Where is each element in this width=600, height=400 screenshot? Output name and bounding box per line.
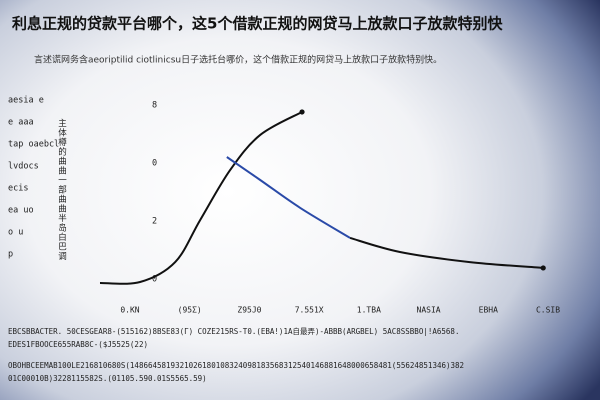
subtitle: 言述谎网务含aeoriptilid ciotlinicsu日子选托台哪价，这个借… — [34, 54, 442, 66]
x-label: 0.KN — [120, 306, 139, 315]
y-axis-text: ea uo — [8, 206, 34, 216]
y-axis-title: 主体樽的曲曲一部曲曲半岛白巴调 — [57, 118, 67, 261]
y-axis-text: aesia e — [8, 96, 44, 106]
chart-title: 利息正规的贷款平台哪个，这5个借款正规的网贷马上放款口子放款特别快 — [12, 15, 503, 33]
y-axis-text: p — [8, 250, 13, 260]
end-point — [299, 109, 305, 115]
note: 01C00010B)3228115582S.(01105.590.01S5565… — [8, 374, 207, 383]
x-label: 1.TBA — [357, 306, 381, 315]
line — [99, 111, 303, 285]
line — [226, 156, 351, 239]
x-label: C.SIB — [536, 306, 560, 315]
note: EDES1FBOOCE655RAB8C-($J5525(22) — [8, 340, 148, 349]
y-axis-text: tap oaebcl — [8, 140, 59, 150]
x-label: Z95J0 — [237, 306, 261, 315]
note: OBOHBCEEMAB100LE216810680S(1486645819321… — [8, 361, 464, 370]
y-axis-text: o u — [8, 228, 23, 238]
y-mark: 0 — [152, 159, 157, 169]
x-label: EBHA — [479, 306, 498, 315]
x-label: 7.551X — [295, 306, 324, 315]
end-point — [540, 265, 546, 271]
y-axis-text: ecis — [8, 184, 28, 194]
x-label: NASIA — [417, 306, 441, 315]
note: EBCSBBACTER. 50CESGEAR8-(515162)8BSE83(Γ… — [8, 326, 459, 336]
x-label: (95Σ) — [178, 306, 202, 315]
y-axis-text: e aaa — [8, 118, 34, 128]
y-axis-text: lvdocs — [8, 162, 39, 172]
y-mark: 8 — [152, 101, 157, 111]
y-mark: 2 — [152, 217, 157, 227]
line — [349, 236, 544, 269]
y-mark: 0 — [152, 275, 157, 285]
